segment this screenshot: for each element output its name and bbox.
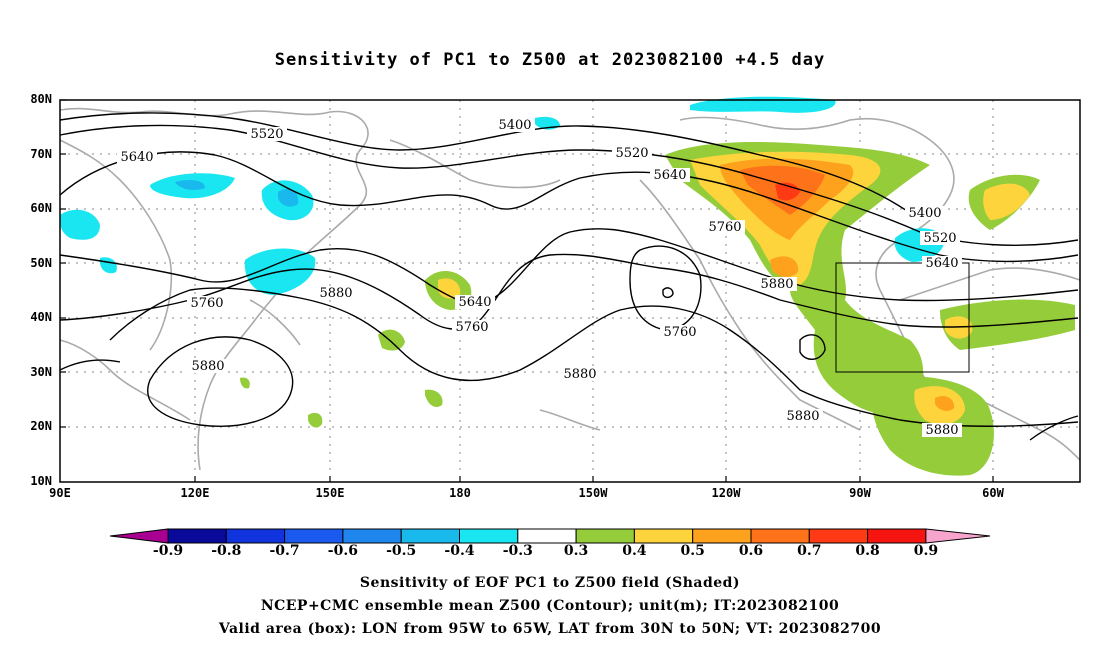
contour-label: 5880 [925, 423, 958, 438]
contour-label: 5880 [786, 409, 819, 424]
lat-label-40n: 40N [30, 310, 52, 324]
contour-label-bg [757, 277, 797, 291]
contour-label-bg [187, 296, 227, 310]
colorbar-tick-label: 0.9 [913, 543, 939, 559]
contour-label: 5640 [120, 150, 153, 165]
colorbar [109, 528, 991, 544]
footer-line-3: Valid area (box): LON from 95W to 65W, L… [218, 621, 882, 637]
lat-label-50n: 50N [30, 256, 52, 270]
colorbar-tick-label: -0.5 [386, 543, 417, 559]
lon-label-90e: 90E [49, 486, 71, 500]
contour-label: 5760 [663, 325, 696, 340]
shading-negative [60, 96, 945, 295]
colorbar-tick-label: -0.4 [444, 543, 475, 559]
colorbar-segment [867, 528, 927, 544]
colorbar-segment [400, 528, 461, 544]
colorbar-right-arrow [925, 528, 991, 544]
colorbar-tick-label: 0.4 [622, 543, 647, 559]
contour-label-bg [922, 256, 962, 270]
lon-label-150w: 150W [578, 486, 608, 500]
footer-line-1: Sensitivity of EOF PC1 to Z500 field (Sh… [359, 575, 741, 591]
colorbar-segment [692, 528, 752, 544]
lon-label-90w: 90W [849, 486, 871, 500]
colorbar-segment [750, 528, 810, 544]
contour-label: 5880 [191, 359, 224, 374]
contour-label-bg [783, 409, 823, 423]
contour-label-bg [560, 367, 600, 381]
contour-label: 5880 [563, 367, 596, 382]
colorbar-tick-label: 0.5 [680, 543, 705, 559]
colorbar-tick-label: -0.8 [211, 543, 242, 559]
contour-label-bg [117, 150, 157, 164]
contour-label: 5400 [498, 118, 531, 133]
colorbar-segment [517, 528, 577, 544]
valid-area-box [835, 262, 970, 373]
lon-label-150e: 150E [315, 486, 345, 500]
lon-label-120w: 120W [711, 486, 741, 500]
colorbar-segment [284, 528, 344, 544]
colorbar-tick-label: -0.6 [327, 543, 358, 559]
colorbar-tick-label: 0.3 [563, 543, 589, 559]
contour-label: 5760 [708, 220, 741, 235]
colorbar-tick-label: 0.8 [855, 543, 880, 559]
contour-label-bg [316, 286, 356, 300]
colorbar-segment [808, 528, 869, 544]
contour-label-bg [247, 127, 287, 141]
contour-label-bg [705, 220, 745, 234]
contour-label: 5520 [250, 127, 283, 142]
colorbar-tick-label: 0.7 [797, 543, 822, 559]
contour-label: 5880 [760, 277, 793, 292]
contour-label-bg [922, 423, 962, 437]
contour-label-bg [650, 168, 690, 182]
contour-label: 5640 [653, 168, 686, 183]
colorbar-tick-label: -0.9 [152, 543, 184, 559]
contour-label-bg [495, 118, 535, 132]
lon-label-120e: 120E [180, 486, 210, 500]
contour-label: 5520 [615, 146, 648, 161]
lat-label-80n: 80N [30, 92, 52, 106]
contour-label-bg [920, 231, 960, 245]
colorbar-tick-label: -0.3 [502, 543, 533, 559]
lat-label-60n: 60N [30, 201, 52, 215]
contour-label-bg [660, 325, 700, 339]
colorbar-segment [459, 528, 519, 544]
map-frame [59, 99, 1081, 483]
colorbar-tick-label: -0.7 [269, 543, 300, 559]
lon-label-60w: 60W [982, 486, 1004, 500]
lat-label-10n: 10N [30, 474, 52, 488]
contour-label-bg [188, 359, 228, 373]
contour-labels: 5400 5520 5640 5760 5880 5880 5400 5520 5640 5760… [117, 118, 962, 438]
z500-contours [59, 112, 1079, 441]
colorbar-segment [633, 528, 694, 544]
contour-label-bg [612, 146, 652, 160]
contour-label-bg [905, 206, 945, 220]
colorbar-segment [342, 528, 402, 544]
contour-label: 5640 [458, 295, 491, 310]
contour-label-bg [455, 295, 495, 309]
lat-label-30n: 30N [30, 365, 52, 379]
lat-label-20n: 20N [30, 419, 52, 433]
contour-label: 5520 [923, 231, 956, 246]
contour-label-bg [452, 320, 492, 334]
chart-title: Sensitivity of PC1 to Z500 at 2023082100… [274, 50, 826, 70]
lon-label-180: 180 [449, 486, 471, 500]
contour-label: 5400 [908, 206, 941, 221]
contour-label: 5880 [319, 286, 352, 301]
contour-label: 5760 [455, 320, 488, 335]
lat-label-70n: 70N [30, 147, 52, 161]
footer-line-2: NCEP+CMC ensemble mean Z500 (Contour); u… [260, 598, 840, 614]
colorbar-segment [167, 528, 227, 544]
contour-label: 5640 [925, 256, 958, 271]
tick-marks [60, 99, 994, 482]
colorbar-tick-label: 0.6 [738, 543, 764, 559]
colorbar-segment [225, 528, 286, 544]
colorbar-segment [575, 528, 635, 544]
colorbar-left-arrow [109, 528, 169, 544]
contour-label: 5760 [190, 296, 223, 311]
